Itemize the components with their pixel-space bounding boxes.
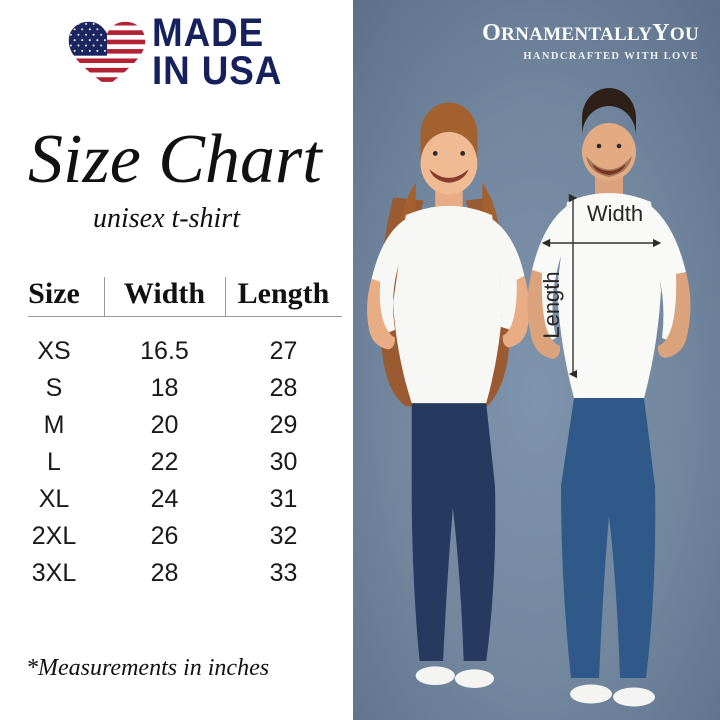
svg-text:Width: Width (587, 201, 643, 226)
svg-text:Length: Length (539, 271, 564, 338)
